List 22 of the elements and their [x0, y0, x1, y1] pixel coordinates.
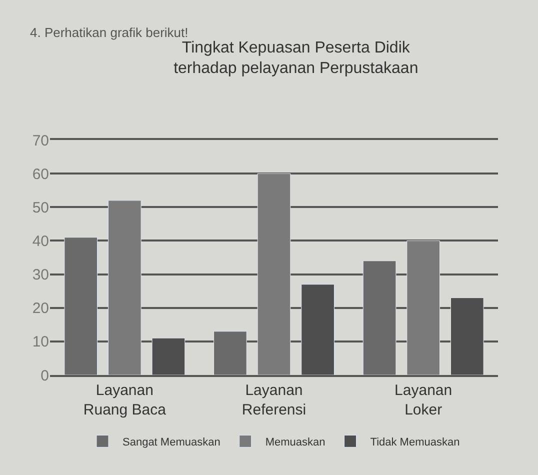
bar: [257, 173, 291, 375]
y-tick-label: 70: [32, 132, 49, 150]
bar: [406, 240, 440, 375]
y-tick-label: 30: [32, 266, 49, 284]
y-tick-label: 50: [32, 199, 49, 216]
x-tick-label: Layanan Referensi: [242, 382, 306, 418]
y-tick-label: 10: [32, 334, 49, 351]
x-tick-label: Layanan Loker: [394, 382, 452, 418]
chart-title: Tingkat Kepuasan Peserta Didik terhadap pelayanan Perpustakaan: [174, 39, 418, 78]
legend-label: Memuaskan: [265, 436, 326, 448]
text: 4. Perhatikan grafik berikut!: [30, 25, 188, 40]
x-tick-label: Layanan Ruang Baca: [83, 382, 167, 418]
bar: [362, 260, 396, 375]
y-tick-label: 0: [40, 367, 49, 384]
legend-label: Sangat Memuaskan: [122, 436, 220, 448]
y-tick-label: 20: [32, 300, 49, 318]
bar: [214, 331, 247, 375]
y-tick-label: 40: [32, 232, 49, 250]
bar: [64, 237, 98, 375]
legend-label: Tidak Memuaskan: [370, 436, 460, 448]
bar: [108, 200, 142, 375]
y-tick-label: 60: [32, 166, 49, 183]
